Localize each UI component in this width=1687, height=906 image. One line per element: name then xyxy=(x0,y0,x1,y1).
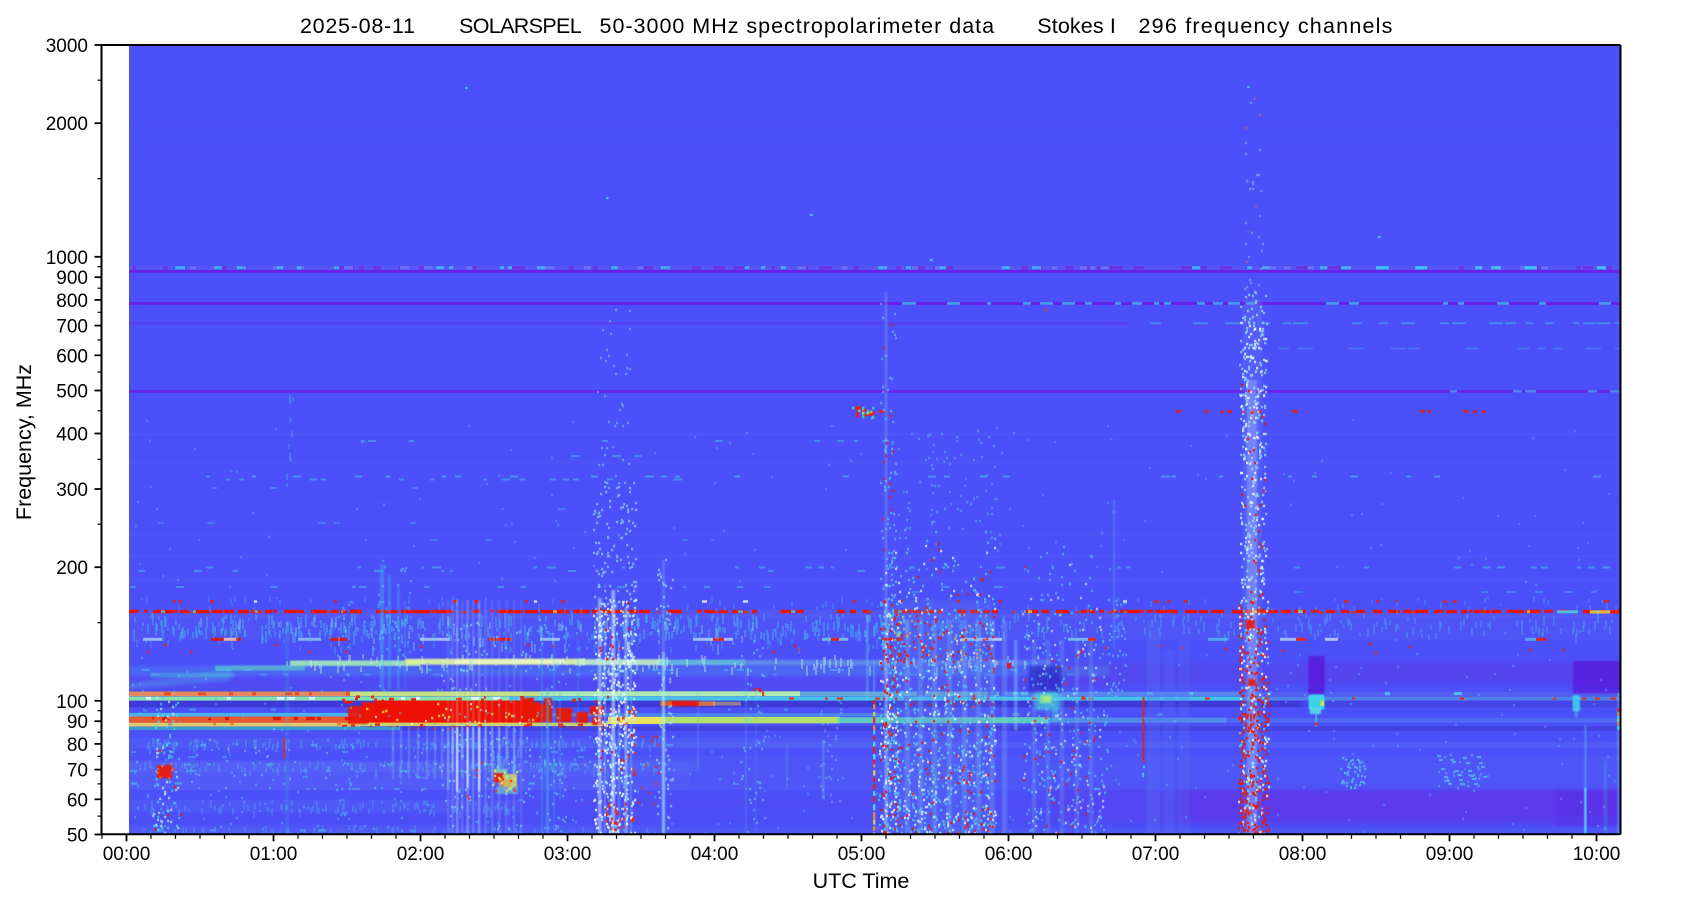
svg-text:05:00: 05:00 xyxy=(838,844,886,865)
svg-text:700: 700 xyxy=(56,317,88,338)
svg-text:09:00: 09:00 xyxy=(1426,844,1474,865)
svg-text:08:00: 08:00 xyxy=(1279,844,1327,865)
svg-text:00:00: 00:00 xyxy=(103,844,151,865)
svg-text:2000: 2000 xyxy=(46,114,88,135)
svg-text:07:00: 07:00 xyxy=(1132,844,1180,865)
svg-text:300: 300 xyxy=(56,480,88,501)
svg-text:Stokes I: Stokes I xyxy=(1037,14,1116,38)
svg-text:01:00: 01:00 xyxy=(250,844,298,865)
svg-text:900: 900 xyxy=(56,268,88,289)
svg-text:600: 600 xyxy=(56,346,88,367)
svg-text:500: 500 xyxy=(56,382,88,403)
svg-text:10:00: 10:00 xyxy=(1573,844,1621,865)
svg-text:800: 800 xyxy=(56,291,88,312)
svg-text:06:00: 06:00 xyxy=(985,844,1033,865)
svg-text:80: 80 xyxy=(67,735,88,756)
svg-text:03:00: 03:00 xyxy=(544,844,592,865)
svg-text:90: 90 xyxy=(67,712,88,733)
svg-text:296 frequency channels: 296 frequency channels xyxy=(1139,14,1394,38)
svg-text:Frequency, MHz: Frequency, MHz xyxy=(12,364,36,520)
svg-text:SOLARSPEL: SOLARSPEL xyxy=(459,14,582,38)
svg-text:04:00: 04:00 xyxy=(691,844,739,865)
svg-text:60: 60 xyxy=(67,790,88,811)
svg-text:400: 400 xyxy=(56,425,88,446)
svg-text:2025-08-11: 2025-08-11 xyxy=(300,14,416,38)
svg-text:1000: 1000 xyxy=(46,248,88,269)
svg-text:100: 100 xyxy=(56,692,88,713)
svg-text:50-3000 MHz spectropolarimeter: 50-3000 MHz spectropolarimeter data xyxy=(600,14,996,38)
svg-text:200: 200 xyxy=(56,558,88,579)
svg-text:3000: 3000 xyxy=(46,36,88,57)
svg-text:UTC Time: UTC Time xyxy=(813,869,910,893)
svg-text:02:00: 02:00 xyxy=(397,844,445,865)
svg-text:50: 50 xyxy=(67,826,88,847)
svg-text:70: 70 xyxy=(67,761,88,782)
